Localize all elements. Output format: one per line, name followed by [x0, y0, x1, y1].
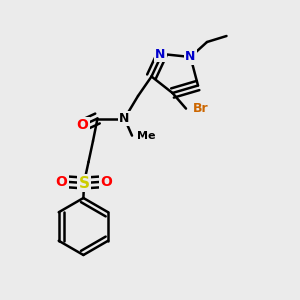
Text: Me: Me — [136, 130, 155, 141]
Text: N: N — [119, 112, 130, 125]
Text: Br: Br — [193, 102, 208, 115]
Text: O: O — [76, 118, 88, 132]
Text: N: N — [185, 50, 196, 64]
Text: N: N — [155, 47, 166, 61]
Text: O: O — [56, 175, 68, 188]
Text: S: S — [79, 176, 89, 190]
Text: O: O — [100, 175, 112, 188]
